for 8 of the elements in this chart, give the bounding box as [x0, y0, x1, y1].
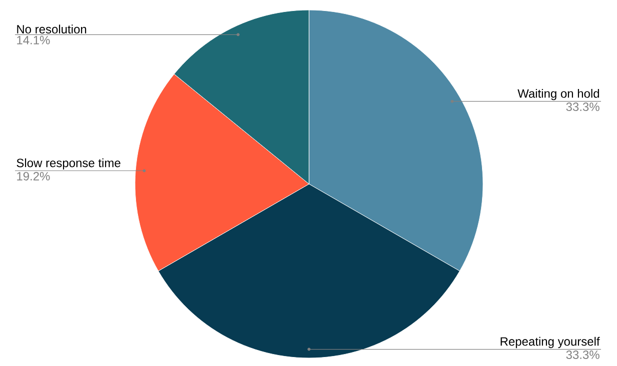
slice-label: Waiting on hold — [518, 88, 600, 100]
slice-label: No resolution — [17, 24, 86, 34]
data-label: 33.3% — [566, 350, 600, 360]
data-label: 33.3% — [566, 102, 600, 112]
slice-label: Repeating yourself — [500, 336, 600, 348]
data-label: 19.2% — [17, 172, 50, 180]
data-label: 14.1% — [17, 36, 50, 44]
slice-label: Slow response time — [16, 158, 120, 170]
